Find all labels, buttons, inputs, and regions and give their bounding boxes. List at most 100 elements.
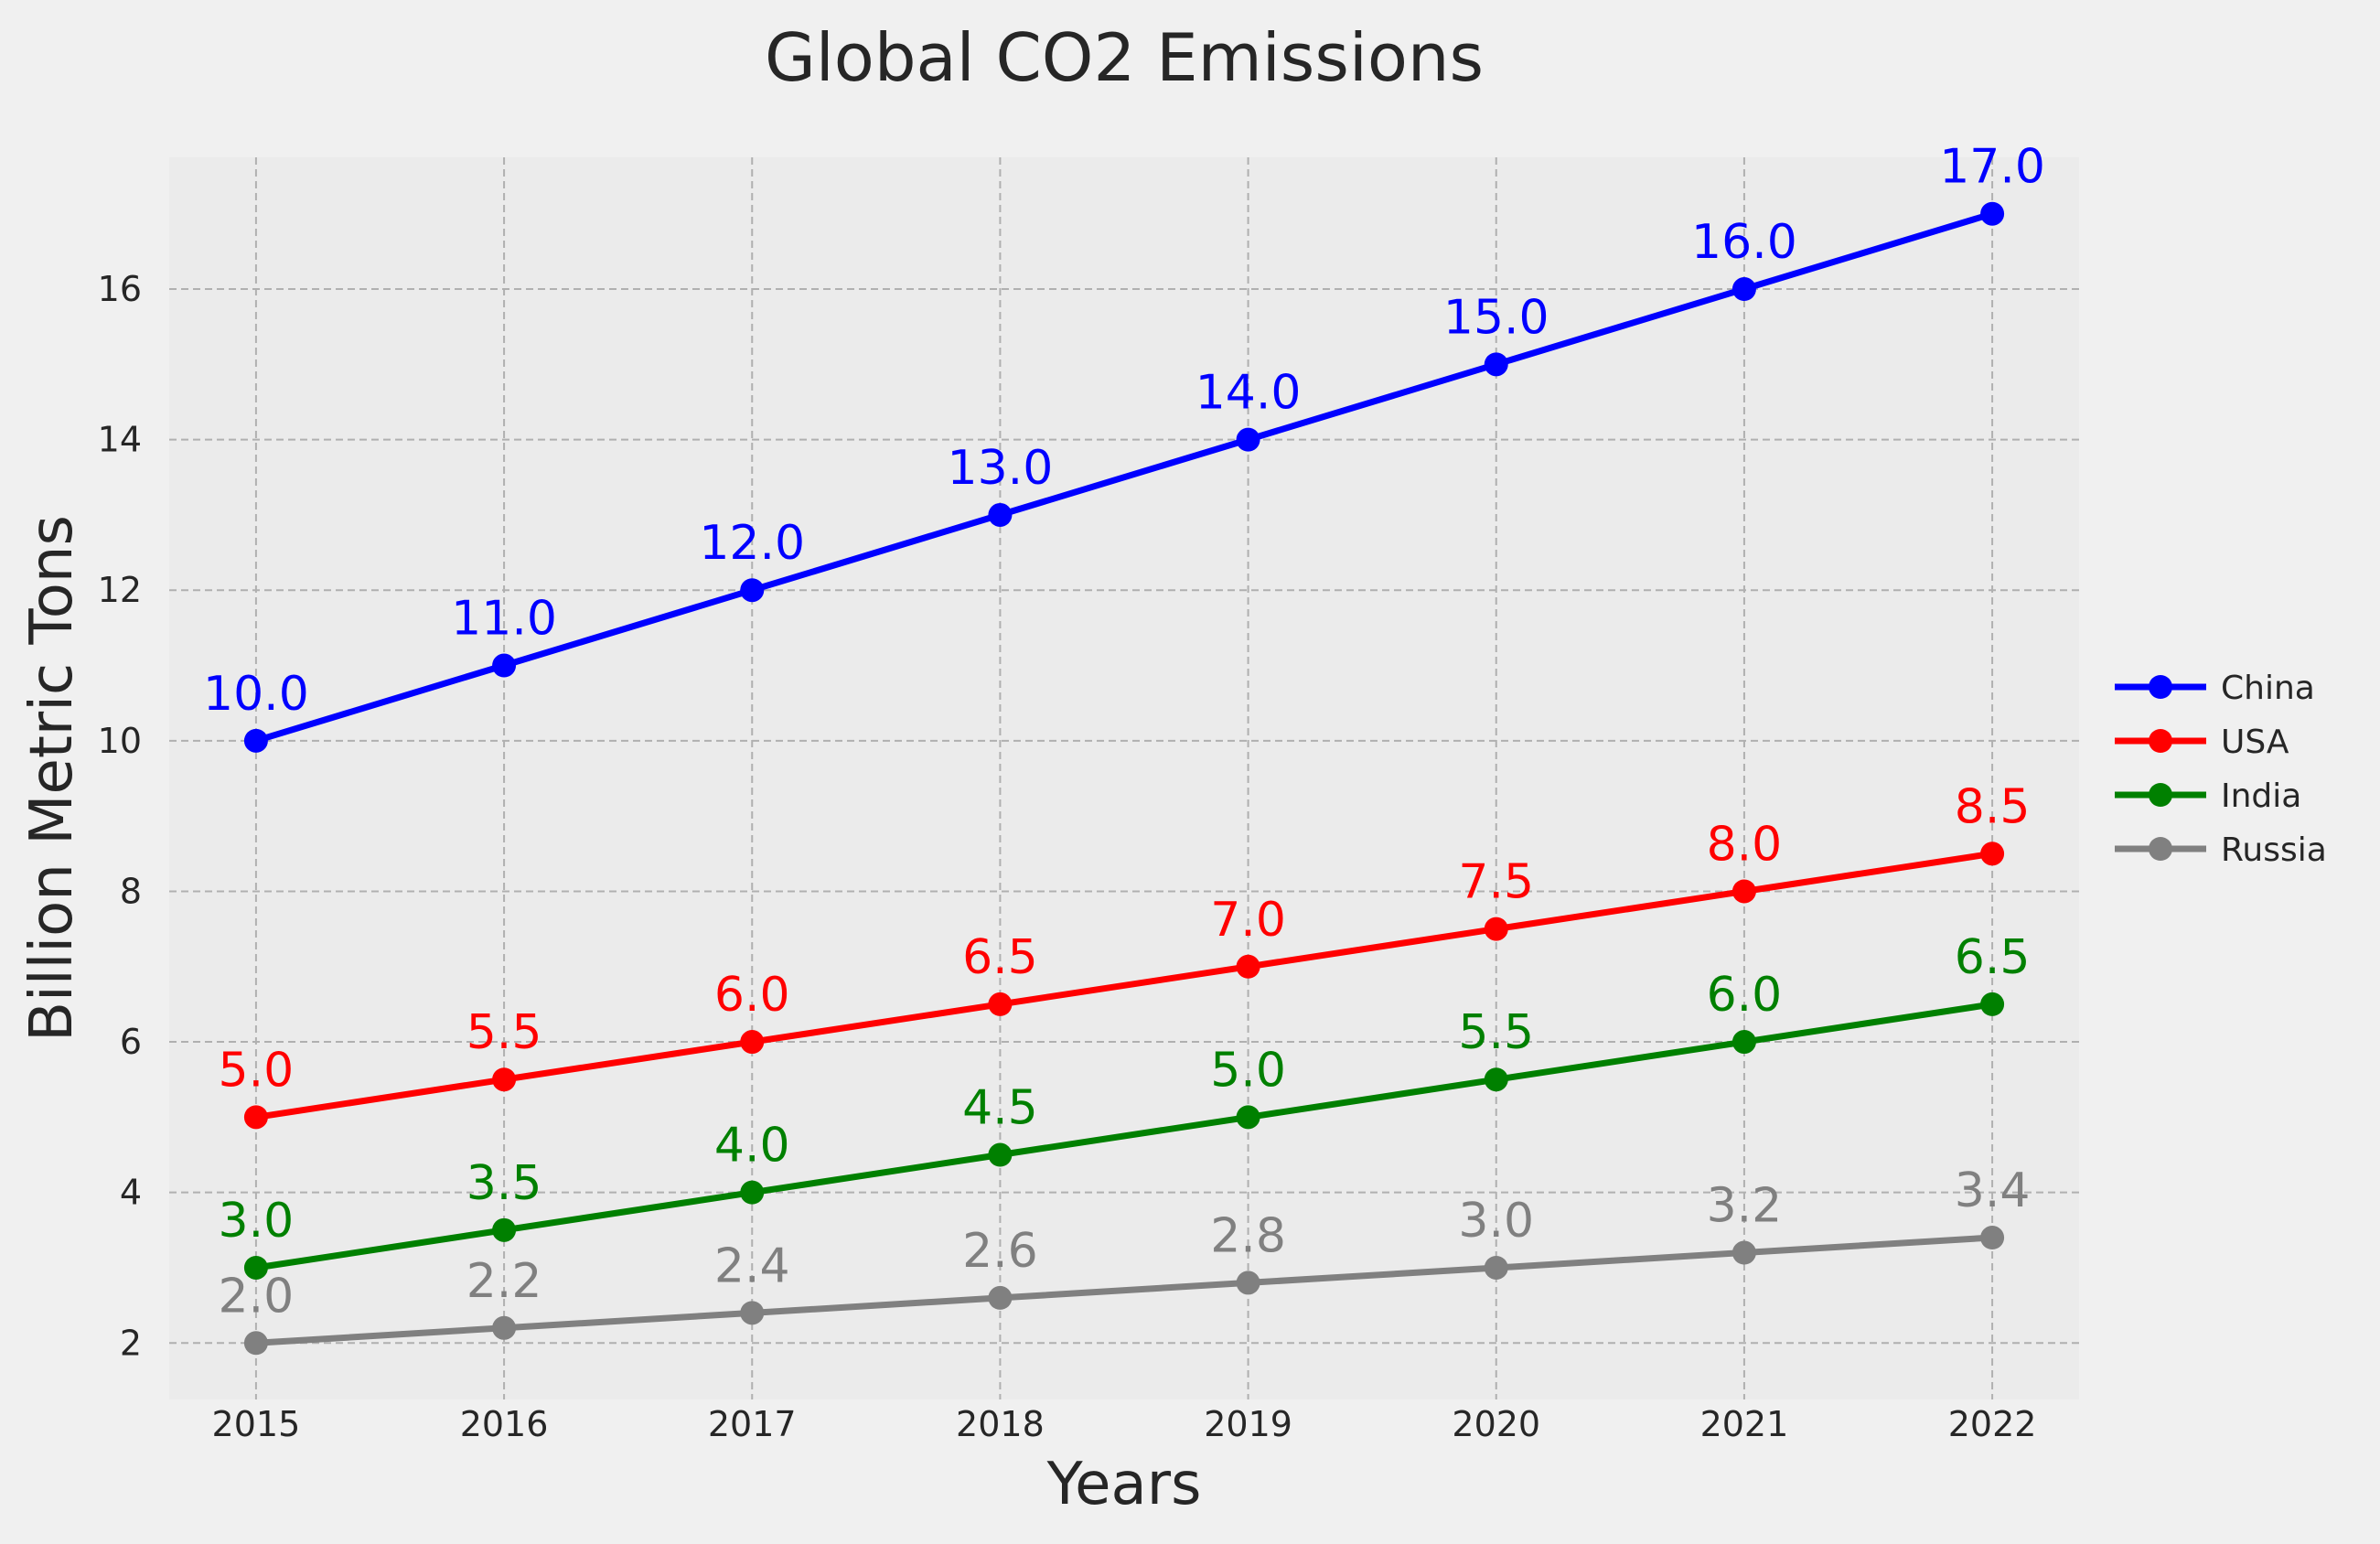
data-point-india — [1731, 1030, 1756, 1055]
series-group — [243, 201, 2005, 1356]
data-label-india: 5.5 — [1458, 1005, 1534, 1060]
data-label-china: 16.0 — [1691, 215, 1797, 270]
y-tick-label: 4 — [120, 1173, 142, 1213]
data-point-usa — [492, 1067, 517, 1092]
data-label-russia: 2.6 — [962, 1224, 1038, 1279]
y-tick-label: 2 — [120, 1323, 142, 1363]
data-point-india — [988, 1142, 1013, 1167]
series-line-china — [252, 210, 1996, 745]
legend-label-russia: Russia — [2221, 831, 2327, 869]
legend-marker-usa — [2149, 729, 2172, 753]
data-label-china: 10.0 — [203, 667, 309, 722]
y-tick-labels: 2 4 6 8 10 12 14 16 — [98, 269, 142, 1363]
data-point-usa — [1484, 917, 1508, 941]
series-line-usa — [252, 850, 1996, 1120]
x-tick-label: 2022 — [1948, 1404, 2037, 1444]
data-point-china — [1731, 277, 1756, 302]
data-label-russia: 2.0 — [219, 1269, 295, 1324]
data-label-china: 11.0 — [451, 592, 557, 647]
x-tick-label: 2018 — [956, 1404, 1045, 1444]
chart-title: Global CO2 Emissions — [765, 19, 1484, 96]
data-point-russia — [243, 1331, 268, 1356]
series-line-russia — [252, 1234, 1996, 1346]
data-label-russia: 2.4 — [714, 1238, 790, 1293]
data-point-india — [740, 1180, 765, 1205]
data-point-china — [1980, 201, 2005, 226]
data-label-russia: 2.8 — [1210, 1208, 1286, 1263]
data-point-russia — [740, 1301, 765, 1325]
data-label-china: 17.0 — [1939, 140, 2045, 195]
data-point-russia — [1980, 1226, 2005, 1250]
data-label-usa: 8.0 — [1707, 817, 1783, 872]
data-point-india — [492, 1217, 517, 1242]
plot-area — [169, 157, 2079, 1399]
data-point-usa — [740, 1030, 765, 1055]
data-label-russia: 2.2 — [466, 1254, 542, 1309]
x-tick-labels: 2015 2016 2017 2018 2019 2020 2021 2022 — [212, 1404, 2037, 1444]
data-point-china — [988, 502, 1013, 527]
data-point-usa — [243, 1105, 268, 1130]
data-point-usa — [1236, 954, 1260, 979]
data-point-china — [243, 728, 268, 753]
data-label-usa: 5.5 — [466, 1005, 542, 1060]
data-label-india: 3.0 — [219, 1194, 295, 1249]
data-point-india — [1236, 1105, 1260, 1130]
y-tick-label: 10 — [98, 721, 142, 761]
data-point-russia — [492, 1315, 517, 1340]
x-tick-label: 2021 — [1700, 1404, 1789, 1444]
data-point-china — [740, 578, 765, 603]
data-label-usa: 7.5 — [1458, 855, 1534, 910]
data-label-china: 13.0 — [948, 441, 1054, 496]
x-axis-label: Years — [1046, 1451, 1202, 1518]
legend-marker-russia — [2149, 837, 2172, 861]
y-tick-label: 6 — [120, 1022, 142, 1062]
data-point-china — [1484, 352, 1508, 377]
data-point-india — [243, 1255, 268, 1280]
x-tick-label: 2017 — [708, 1404, 797, 1444]
data-label-india: 3.5 — [466, 1156, 542, 1211]
data-label-usa: 5.0 — [219, 1043, 295, 1098]
data-point-russia — [1484, 1255, 1508, 1280]
data-point-russia — [1731, 1240, 1756, 1265]
data-point-india — [1484, 1067, 1508, 1092]
data-label-india: 4.5 — [962, 1081, 1038, 1136]
data-point-usa — [1980, 842, 2005, 866]
y-tick-label: 14 — [98, 420, 142, 460]
data-point-usa — [1731, 879, 1756, 904]
data-point-russia — [988, 1285, 1013, 1310]
legend-label-usa: USA — [2221, 724, 2289, 761]
data-point-usa — [988, 992, 1013, 1016]
data-label-usa: 7.0 — [1210, 893, 1286, 948]
x-tick-label: 2019 — [1204, 1404, 1292, 1444]
data-label-usa: 6.0 — [714, 968, 790, 1023]
data-point-india — [1980, 992, 2005, 1016]
y-axis-label: Billion Metric Tons — [18, 515, 86, 1042]
data-label-india: 4.0 — [714, 1119, 790, 1174]
data-label-china: 12.0 — [699, 516, 805, 571]
legend-marker-china — [2149, 675, 2172, 699]
data-label-russia: 3.0 — [1458, 1194, 1534, 1249]
legend-marker-india — [2149, 783, 2172, 807]
data-label-china: 14.0 — [1195, 366, 1302, 421]
data-label-usa: 6.5 — [962, 930, 1038, 985]
x-tick-label: 2016 — [460, 1404, 549, 1444]
x-tick-label: 2020 — [1452, 1404, 1540, 1444]
data-label-russia: 3.2 — [1707, 1179, 1783, 1234]
legend: China USA India Russia — [2115, 670, 2327, 869]
legend-label-china: China — [2221, 670, 2315, 707]
data-label-india: 6.5 — [1955, 930, 2031, 985]
data-label-india: 6.0 — [1707, 968, 1783, 1023]
data-label-china: 15.0 — [1443, 290, 1549, 345]
data-point-china — [1236, 427, 1260, 452]
data-point-russia — [1236, 1271, 1260, 1295]
x-tick-label: 2015 — [212, 1404, 301, 1444]
y-tick-label: 16 — [98, 269, 142, 309]
data-label-india: 5.0 — [1210, 1043, 1286, 1098]
data-labels: 10.0 11.0 12.0 13.0 14.0 15.0 16.0 17.0 5.0 5.5 6.… — [203, 140, 2045, 1324]
data-label-russia: 3.4 — [1955, 1163, 2031, 1218]
y-tick-label: 8 — [120, 871, 142, 911]
data-label-usa: 8.5 — [1955, 779, 2031, 834]
series-line-india — [252, 1001, 1996, 1271]
y-tick-label: 12 — [98, 570, 142, 610]
